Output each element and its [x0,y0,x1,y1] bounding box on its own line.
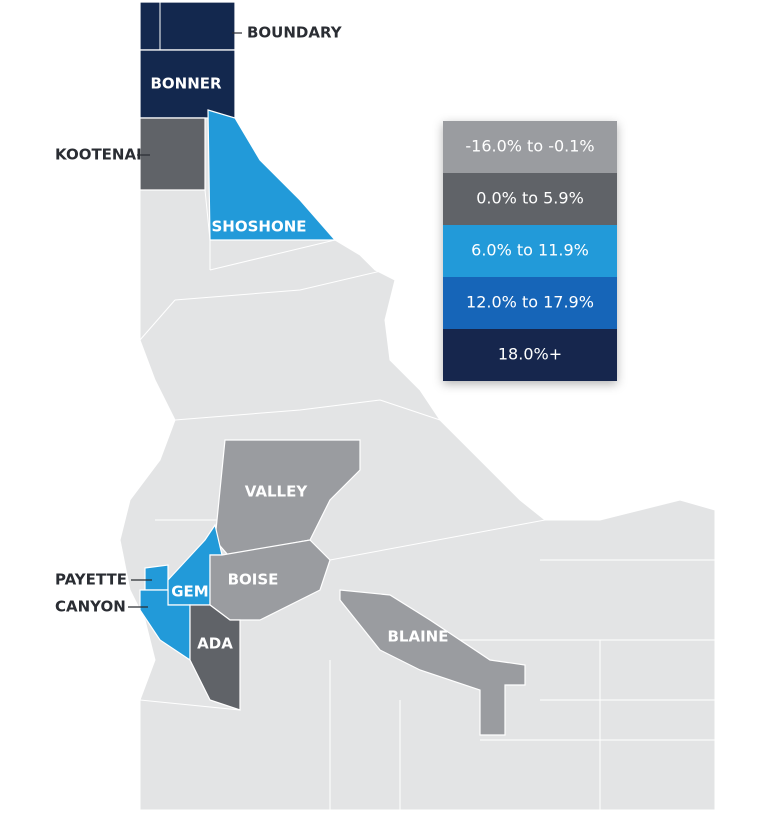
county-label: SHOSHONE [211,218,306,236]
county-label: BOUNDARY [247,24,343,42]
county [139,117,206,191]
county [139,1,236,51]
legend-label: 0.0% to 5.9% [476,189,584,208]
county-lines [139,189,715,810]
county [339,589,526,736]
legend-swatch [443,277,617,329]
county-label: ADA [197,635,233,653]
legend-swatch [443,173,617,225]
county [207,109,337,241]
county-label: CANYON [55,598,126,616]
county [209,539,331,621]
legend-label: 18.0%+ [498,345,562,364]
legend: -16.0% to -0.1% 0.0% to 5.9% 6.0% to 11.9%… [443,121,617,381]
county-label: BONNER [150,75,222,93]
county-label: PAYETTE [55,571,127,589]
county [144,564,169,591]
legend-label: -16.0% to -0.1% [465,137,594,156]
legend-swatch [443,225,617,277]
legend-label: 12.0% to 17.9% [466,293,594,312]
county-label: BLAINE [388,628,449,646]
county-label: VALLEY [245,483,309,501]
legend-swatch [443,121,617,173]
county-label: BOISE [228,571,279,589]
legend-swatch [443,329,617,381]
county-label: GEM [171,583,209,601]
county [189,604,241,711]
legend-label: 6.0% to 11.9% [471,241,589,260]
county-label: KOOTENAI [55,146,142,164]
